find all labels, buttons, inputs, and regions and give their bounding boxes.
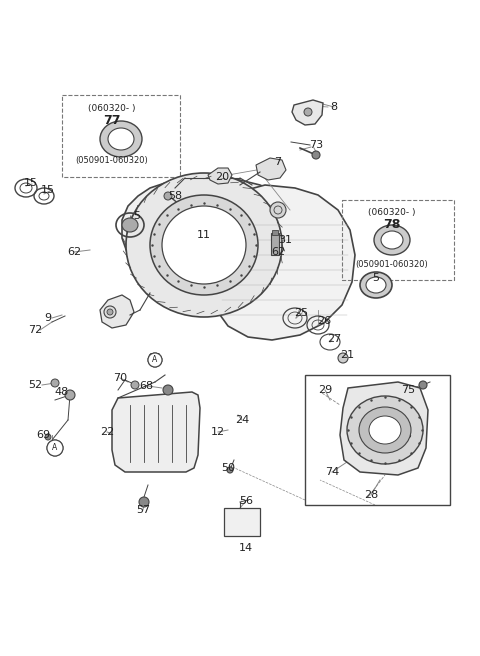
- Text: (060320- ): (060320- ): [368, 207, 416, 216]
- Bar: [224, 508, 260, 536]
- Text: 5: 5: [133, 211, 141, 221]
- Text: 68: 68: [139, 381, 153, 391]
- Text: 62: 62: [271, 247, 285, 257]
- Text: 7: 7: [275, 157, 282, 167]
- Text: 9: 9: [45, 313, 51, 323]
- Text: 20: 20: [215, 172, 229, 182]
- Text: 28: 28: [364, 490, 378, 500]
- Ellipse shape: [381, 231, 403, 249]
- Circle shape: [47, 440, 63, 456]
- Polygon shape: [256, 158, 286, 180]
- Text: A: A: [152, 356, 158, 365]
- Text: (060320- ): (060320- ): [88, 104, 136, 112]
- Text: A: A: [52, 443, 58, 453]
- Text: 12: 12: [211, 427, 225, 437]
- Polygon shape: [100, 295, 134, 328]
- Text: 11: 11: [197, 230, 211, 240]
- Ellipse shape: [150, 195, 258, 295]
- Text: 14: 14: [239, 543, 253, 553]
- Text: 21: 21: [340, 350, 354, 360]
- Text: 63: 63: [398, 430, 412, 440]
- Text: 25: 25: [294, 308, 308, 318]
- Bar: [62, 95, 180, 177]
- Text: 69: 69: [36, 430, 50, 440]
- Text: A: A: [152, 356, 157, 365]
- Circle shape: [419, 381, 427, 389]
- Bar: [271, 233, 279, 255]
- Text: 50: 50: [221, 463, 235, 473]
- Text: 72: 72: [28, 325, 42, 335]
- Text: 57: 57: [136, 505, 150, 515]
- Polygon shape: [122, 178, 292, 296]
- Text: 52: 52: [28, 380, 42, 390]
- Text: 56: 56: [239, 496, 253, 506]
- Text: 62: 62: [67, 247, 81, 257]
- Text: 48: 48: [55, 387, 69, 397]
- Polygon shape: [292, 100, 323, 125]
- Circle shape: [148, 353, 162, 367]
- Circle shape: [47, 440, 63, 456]
- Circle shape: [312, 151, 320, 159]
- Text: (050901-060320): (050901-060320): [76, 157, 148, 165]
- Ellipse shape: [122, 218, 138, 232]
- Ellipse shape: [369, 416, 401, 444]
- Circle shape: [45, 434, 51, 440]
- Text: 5: 5: [372, 273, 380, 283]
- Circle shape: [338, 353, 348, 363]
- Circle shape: [107, 309, 113, 315]
- Text: 26: 26: [317, 316, 331, 326]
- Ellipse shape: [360, 272, 392, 298]
- Circle shape: [304, 108, 312, 116]
- Text: 64: 64: [147, 353, 161, 363]
- Text: 15: 15: [41, 185, 55, 195]
- Text: 78: 78: [384, 218, 401, 230]
- Text: 58: 58: [168, 191, 182, 201]
- Circle shape: [65, 390, 75, 400]
- Circle shape: [270, 202, 286, 218]
- Text: 22: 22: [100, 427, 114, 437]
- Ellipse shape: [108, 128, 134, 150]
- Bar: [342, 200, 454, 280]
- Ellipse shape: [347, 396, 423, 464]
- Text: (050901-060320): (050901-060320): [356, 260, 428, 270]
- Ellipse shape: [162, 206, 246, 284]
- Text: 70: 70: [113, 373, 127, 383]
- Polygon shape: [208, 168, 232, 184]
- Circle shape: [164, 192, 172, 200]
- Text: 29: 29: [318, 385, 332, 395]
- Circle shape: [227, 467, 233, 473]
- Ellipse shape: [100, 121, 142, 157]
- Ellipse shape: [126, 173, 282, 317]
- Text: 15: 15: [24, 178, 38, 188]
- Text: 31: 31: [278, 235, 292, 245]
- Bar: [272, 230, 278, 235]
- Circle shape: [139, 497, 149, 507]
- Text: 74: 74: [325, 467, 339, 477]
- Ellipse shape: [359, 407, 411, 453]
- Circle shape: [104, 306, 116, 318]
- Text: 73: 73: [309, 140, 323, 150]
- Polygon shape: [340, 382, 428, 475]
- Bar: [305, 375, 450, 505]
- Ellipse shape: [374, 225, 410, 255]
- Text: 24: 24: [235, 415, 249, 425]
- Polygon shape: [112, 392, 200, 472]
- Text: A: A: [52, 443, 58, 453]
- Text: 27: 27: [327, 334, 341, 344]
- Circle shape: [51, 379, 59, 387]
- Ellipse shape: [366, 277, 386, 293]
- Text: 77: 77: [103, 113, 121, 127]
- Circle shape: [131, 381, 139, 389]
- Text: 8: 8: [330, 102, 337, 112]
- Circle shape: [148, 353, 162, 367]
- Circle shape: [163, 385, 173, 395]
- Polygon shape: [210, 185, 355, 340]
- Text: 75: 75: [401, 385, 415, 395]
